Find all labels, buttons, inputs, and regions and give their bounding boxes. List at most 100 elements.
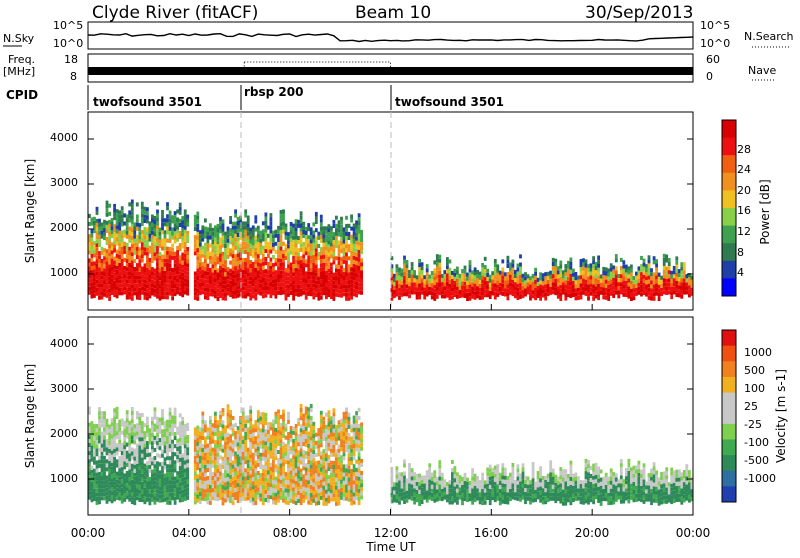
- heatmap-cell: [358, 262, 361, 266]
- heatmap-cell: [358, 286, 361, 290]
- heatmap-cell: [229, 285, 232, 289]
- heatmap-cell: [91, 486, 94, 490]
- heatmap-cell: [421, 283, 424, 287]
- heatmap-cell: [151, 259, 154, 263]
- heatmap-cell: [166, 493, 169, 497]
- heatmap-cell: [312, 454, 315, 458]
- heatmap-cell: [227, 412, 230, 416]
- heatmap-cell: [302, 466, 305, 470]
- colorbar-swatch: [722, 278, 736, 296]
- heatmap-cell: [131, 220, 134, 224]
- heatmap-cell: [181, 261, 184, 265]
- heatmap-cell: [171, 268, 174, 272]
- heatmap-cell: [335, 228, 338, 232]
- heatmap-cell: [353, 497, 356, 501]
- heatmap-cell: [144, 496, 147, 500]
- heatmap-cell: [156, 214, 159, 218]
- heatmap-cell: [91, 266, 94, 270]
- heatmap-cell: [144, 423, 147, 427]
- heatmap-cell: [93, 497, 96, 501]
- heatmap-cell: [615, 270, 618, 274]
- heatmap-cell: [307, 223, 310, 227]
- heatmap-cell: [421, 279, 424, 283]
- heatmap-cell: [171, 248, 174, 252]
- heatmap-cell: [285, 288, 288, 292]
- heatmap-cell: [151, 490, 154, 494]
- heatmap-cell: [572, 285, 575, 289]
- heatmap-cell: [136, 460, 139, 464]
- heatmap-cell: [176, 262, 179, 266]
- heatmap-cell: [267, 475, 270, 479]
- heatmap-cell: [136, 243, 139, 247]
- heatmap-cell: [131, 212, 134, 216]
- heatmap-cell: [287, 269, 290, 273]
- heatmap-cell: [285, 452, 288, 456]
- heatmap-cell: [643, 283, 646, 287]
- heatmap-cell: [297, 450, 300, 454]
- heatmap-cell: [549, 279, 552, 283]
- heatmap-cell: [128, 210, 131, 214]
- heatmap-cell: [237, 450, 240, 454]
- heatmap-cell: [227, 408, 230, 412]
- heatmap-cell: [166, 476, 169, 480]
- heatmap-cell: [149, 250, 152, 254]
- heatmap-cell: [310, 432, 313, 436]
- heatmap-cell: [133, 279, 136, 283]
- heatmap-cell: [322, 457, 325, 461]
- heatmap-cell: [259, 263, 262, 267]
- heatmap-cell: [138, 235, 141, 239]
- heatmap-cell: [131, 407, 134, 411]
- heatmap-cell: [335, 285, 338, 289]
- heatmap-cell: [207, 464, 210, 468]
- heatmap-cell: [106, 427, 109, 431]
- heatmap-cell: [350, 469, 353, 473]
- heatmap-cell: [534, 268, 537, 272]
- heatmap-cell: [315, 236, 318, 240]
- heatmap-cell: [257, 246, 260, 250]
- heatmap-cell: [290, 230, 293, 234]
- heatmap-cell: [101, 415, 104, 419]
- heatmap-cell: [295, 260, 298, 264]
- heatmap-cell: [302, 287, 305, 291]
- heatmap-cell: [312, 462, 315, 466]
- heatmap-cell: [222, 501, 225, 505]
- heatmap-cell: [217, 236, 220, 240]
- heatmap-cell: [302, 226, 305, 230]
- heatmap-cell: [111, 422, 114, 426]
- heatmap-cell: [98, 431, 101, 435]
- heatmap-cell: [265, 466, 268, 470]
- heatmap-cell: [484, 289, 487, 293]
- heatmap-cell: [292, 488, 295, 492]
- heatmap-cell: [144, 227, 147, 231]
- heatmap-cell: [265, 445, 268, 449]
- heatmap-cell: [297, 422, 300, 426]
- heatmap-cell: [648, 288, 651, 292]
- heatmap-cell: [103, 492, 106, 496]
- heatmap-cell: [257, 439, 260, 443]
- heatmap-cell: [328, 236, 331, 240]
- heatmap-cell: [322, 230, 325, 234]
- heatmap-cell: [239, 248, 242, 252]
- heatmap-cell: [159, 479, 162, 483]
- heatmap-cell: [101, 436, 104, 440]
- heatmap-cell: [121, 455, 124, 459]
- heatmap-cell: [166, 231, 169, 235]
- heatmap-cell: [186, 455, 189, 459]
- heatmap-cell: [159, 268, 162, 272]
- heatmap-cell: [113, 228, 116, 232]
- heatmap-cell: [595, 270, 598, 274]
- heatmap-cell: [259, 485, 262, 489]
- heatmap-cell: [330, 295, 333, 299]
- heatmap-cell: [287, 440, 290, 444]
- heatmap-cell: [252, 429, 255, 433]
- heatmap-cell: [151, 255, 154, 259]
- heatmap-cell: [567, 273, 570, 277]
- heatmap-cell: [166, 263, 169, 267]
- heatmap-cell: [159, 483, 162, 487]
- heatmap-cell: [239, 473, 242, 477]
- heatmap-cell: [126, 223, 129, 227]
- heatmap-cell: [159, 495, 162, 499]
- heatmap-cell: [123, 286, 126, 290]
- heatmap-cell: [146, 449, 149, 453]
- heatmap-cell: [628, 287, 631, 291]
